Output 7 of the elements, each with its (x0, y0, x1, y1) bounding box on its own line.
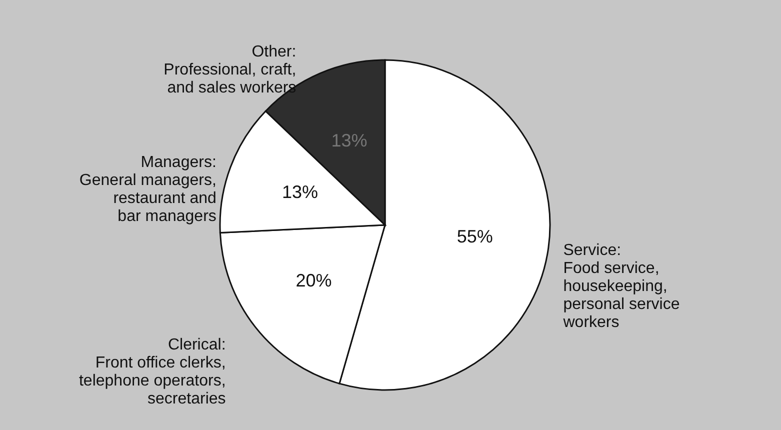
slice-label: Clerical: Front office clerks, telephone operators, secretaries (78, 336, 226, 408)
data-label: 20% (296, 270, 332, 290)
data-label: 55% (456, 226, 493, 247)
slice-label: Managers: General managers, restaurant and bar managers (79, 154, 216, 225)
data-label: 13% (282, 182, 318, 202)
data-label: 13% (331, 130, 368, 151)
slice-label: Service: Food service, housekeeping, personal service workers (562, 242, 680, 332)
